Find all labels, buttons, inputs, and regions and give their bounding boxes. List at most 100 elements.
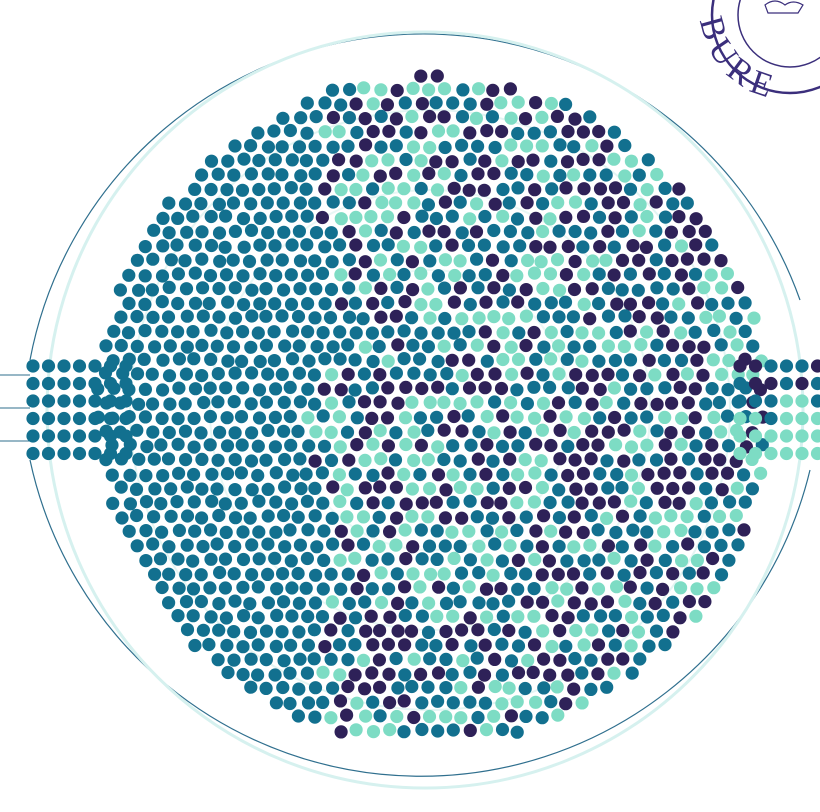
dot	[269, 411, 282, 424]
dot	[536, 225, 549, 238]
dot	[528, 495, 541, 508]
dot	[399, 153, 412, 166]
dot	[447, 327, 460, 340]
dot	[119, 359, 132, 372]
dot	[294, 482, 307, 495]
dot	[235, 355, 248, 368]
dot	[432, 124, 445, 137]
dot	[472, 425, 485, 438]
dot	[512, 155, 525, 168]
dot	[510, 269, 523, 282]
dot	[496, 409, 509, 422]
dot	[505, 368, 518, 381]
dot	[641, 554, 654, 567]
dot	[179, 197, 192, 210]
dot	[496, 723, 509, 736]
dot	[561, 155, 574, 168]
dot	[140, 495, 153, 508]
dot	[567, 540, 580, 553]
dot	[470, 225, 483, 238]
dot	[278, 453, 291, 466]
dot	[488, 623, 501, 636]
dot	[592, 523, 605, 536]
dot	[439, 253, 452, 266]
dot	[252, 495, 265, 508]
dot	[479, 268, 492, 281]
dot	[316, 610, 329, 623]
dot	[633, 369, 646, 382]
dot	[536, 368, 549, 381]
dot	[537, 310, 550, 323]
dot	[285, 298, 298, 311]
dot	[389, 426, 402, 439]
dot	[675, 268, 688, 281]
dot	[284, 639, 297, 652]
dot	[416, 97, 429, 110]
dot	[237, 609, 250, 622]
dot	[439, 681, 452, 694]
dot	[713, 510, 726, 523]
dot	[212, 454, 225, 467]
dot	[519, 682, 532, 695]
dot	[235, 410, 248, 423]
dot	[340, 709, 353, 722]
dot	[626, 239, 639, 252]
dot	[252, 638, 265, 651]
dot	[254, 355, 267, 368]
dot	[106, 497, 119, 510]
dot	[602, 539, 615, 552]
dot	[357, 569, 370, 582]
dot	[381, 325, 394, 338]
dot	[811, 447, 820, 460]
dot	[447, 410, 460, 423]
dot	[681, 367, 694, 380]
dot	[437, 453, 450, 466]
dot	[195, 168, 208, 181]
dot	[749, 447, 762, 460]
dot	[186, 555, 199, 568]
dot	[811, 412, 820, 425]
dot	[390, 710, 403, 723]
dot	[471, 167, 484, 180]
dot	[197, 396, 210, 409]
dot	[689, 238, 702, 251]
dot	[252, 183, 265, 196]
dot	[261, 368, 274, 381]
dot	[390, 281, 403, 294]
dot	[721, 410, 734, 423]
dot	[633, 597, 646, 610]
dot	[114, 283, 127, 296]
dot	[204, 523, 217, 536]
dot	[163, 398, 176, 411]
dot	[535, 255, 548, 268]
dot	[675, 554, 688, 567]
dot	[569, 453, 582, 466]
dot	[367, 125, 380, 138]
dot	[343, 597, 356, 610]
dot	[494, 497, 507, 510]
dot	[462, 409, 475, 422]
dot	[471, 711, 484, 724]
dot	[254, 212, 267, 225]
dot	[261, 568, 274, 581]
dot	[430, 610, 443, 623]
dot	[335, 212, 348, 225]
dot	[407, 367, 420, 380]
dot	[481, 524, 494, 537]
dot	[132, 398, 145, 411]
dot	[633, 425, 646, 438]
dot	[139, 554, 152, 567]
dot	[511, 726, 524, 739]
dot	[301, 383, 314, 396]
dot	[649, 511, 662, 524]
dot	[651, 311, 664, 324]
dot	[398, 295, 411, 308]
dot	[293, 653, 306, 666]
dot	[413, 352, 426, 365]
dot	[666, 368, 679, 381]
dot	[236, 640, 249, 653]
dot	[504, 225, 517, 238]
dot	[146, 253, 159, 266]
dot	[641, 610, 654, 623]
dot	[237, 553, 250, 566]
